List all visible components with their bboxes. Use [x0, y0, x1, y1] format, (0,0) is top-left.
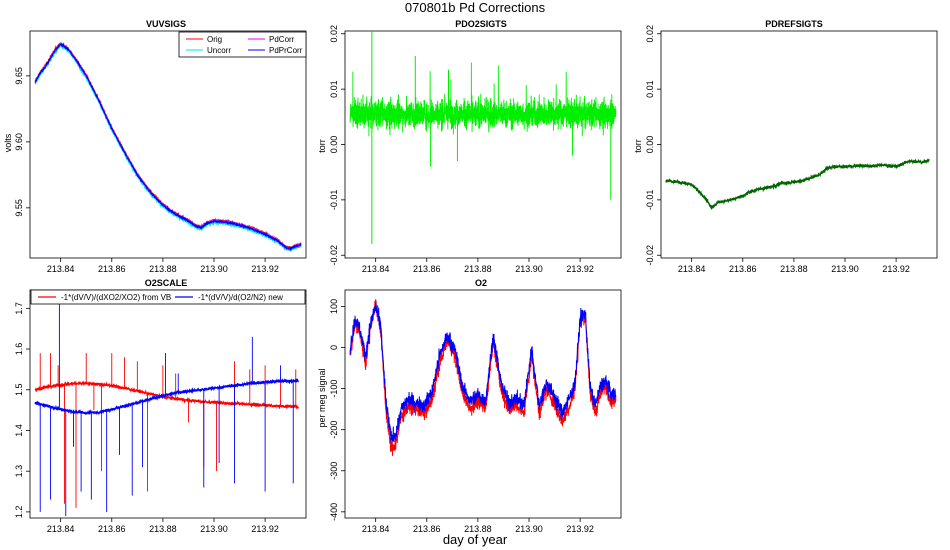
legend-label-pdcorr: PdCorr: [269, 35, 295, 44]
x-tick-label: 213.88: [149, 264, 177, 274]
y-tick-label: 0.01: [329, 80, 339, 98]
panel-title: VUVSIGS: [146, 19, 186, 29]
x-tick-label: 213.88: [464, 524, 492, 534]
series-orig: [349, 298, 617, 456]
panel-o2scale: O2SCALE 213.84 213.86 213.88 213.90 213.92 1.…: [14, 278, 307, 534]
x-tick-label: 213.86: [413, 264, 441, 274]
x-tick-label: 213.88: [464, 264, 492, 274]
legend: Orig Uncorr PdCorr PdPrCorr: [178, 31, 307, 58]
x-tick-label: 213.92: [566, 524, 594, 534]
plot-area: 213.84 213.86 213.88 213.90 213.92 -400 -300 -2…: [329, 289, 622, 534]
y-tick-label: -300: [329, 462, 339, 480]
x-tick-label: 213.92: [882, 264, 910, 274]
x-tick-label: 213.90: [515, 524, 543, 534]
y-tick-label: 0.00: [645, 136, 655, 154]
y-tick-label: -0.01: [645, 190, 655, 211]
y-tick-label: -200: [329, 421, 339, 439]
plot-area: 213.84 213.86 213.88 213.90 213.92 9.55 9.60 9.…: [14, 30, 307, 274]
x-axis-label: day of year: [443, 532, 508, 547]
x-tick-label: 213.84: [362, 264, 390, 274]
x-tick-label: 213.88: [149, 524, 177, 534]
y-tick-label: 0.02: [645, 25, 655, 43]
y-axis-label: per meg signal: [317, 368, 327, 427]
series-vb: [34, 380, 299, 410]
y-tick-label: 1.5: [14, 383, 24, 396]
x-tick-label: 213.90: [200, 524, 228, 534]
series-pdref: [665, 158, 930, 210]
y-tick-label: -100: [329, 380, 339, 398]
x-tick-label: 213.86: [729, 264, 757, 274]
x-tick-label: 213.84: [678, 264, 706, 274]
x-tick-label: 213.90: [515, 264, 543, 274]
y-tick-label: -0.02: [645, 245, 655, 266]
y-axis-label: torr: [317, 139, 327, 153]
series-new: [34, 377, 299, 416]
y-axis-label: volts: [3, 133, 13, 152]
x-tick-label: 213.84: [47, 264, 75, 274]
plot-area: 213.84 213.86 213.88 213.90 213.92 -0.02 -0.01…: [329, 25, 622, 274]
y-tick-label: 100: [329, 299, 339, 314]
legend: -1*(dV/V)/(dXO2/XO2) from VB -1*(dV/V)/d…: [30, 289, 306, 305]
y-tick-label: 0.01: [645, 80, 655, 98]
panel-title: PDREFSIGTS: [765, 19, 823, 29]
y-tick-label: 1.3: [14, 465, 24, 478]
x-tick-label: 213.86: [98, 264, 126, 274]
y-tick-label: 1.2: [14, 506, 24, 519]
x-tick-label: 213.84: [47, 524, 75, 534]
panel-title: PDO2SIGTS: [455, 19, 507, 29]
y-tick-label: -400: [329, 503, 339, 521]
y-tick-label: 9.60: [14, 133, 24, 151]
panel-pdrefsigts: PDREFSIGTS torr 213.84 213.86 213.88 213.90…: [633, 19, 938, 274]
x-tick-label: 213.86: [98, 524, 126, 534]
series-pdprcorr: [349, 302, 617, 443]
x-tick-label: 213.92: [251, 264, 279, 274]
x-tick-label: 213.90: [831, 264, 859, 274]
y-tick-label: 9.65: [14, 67, 24, 85]
plot-frame: [344, 289, 622, 519]
plot-frame: [29, 30, 307, 259]
y-tick-label: 9.55: [14, 199, 24, 217]
legend-box: [30, 289, 306, 305]
panel-pdo2sigts: PDO2SIGTS torr 213.84 213.86 213.88 213.90 2…: [317, 19, 622, 274]
panel-o2: O2 per meg signal 213.84 213.86 213.88 213.…: [317, 278, 622, 534]
y-axis-label: torr: [633, 139, 643, 153]
y-tick-label: -0.02: [329, 245, 339, 266]
y-tick-label: 0.02: [329, 25, 339, 43]
panel-title: O2: [475, 278, 487, 288]
legend-box: [178, 31, 307, 58]
legend-label-uncorr: Uncorr: [207, 46, 231, 55]
figure-title: 070801b Pd Corrections: [405, 0, 546, 15]
y-tick-label: 1.7: [14, 302, 24, 315]
y-tick-label: 1.6: [14, 343, 24, 356]
x-tick-label: 213.84: [362, 524, 390, 534]
x-tick-label: 213.92: [566, 264, 594, 274]
legend-label-vb: -1*(dV/V)/(dXO2/XO2) from VB: [61, 293, 171, 302]
x-tick-label: 213.92: [251, 524, 279, 534]
series-pdo2: [349, 62, 617, 137]
panel-vuvsigs: VUVSIGS volts 213.84 213.86 213.88 213.90 21…: [3, 19, 307, 274]
legend-label-pdprcorr: PdPrCorr: [269, 46, 303, 55]
y-tick-label: 0: [329, 345, 339, 350]
series-pdprcorr: [34, 43, 302, 252]
y-tick-label: 1.4: [14, 424, 24, 437]
y-tick-label: 0.00: [329, 136, 339, 154]
x-tick-label: 213.90: [200, 264, 228, 274]
x-tick-label: 213.88: [780, 264, 808, 274]
y-tick-label: -0.01: [329, 190, 339, 211]
panel-title: O2SCALE: [145, 278, 188, 288]
x-tick-label: 213.86: [413, 524, 441, 534]
legend-label-new: -1*(dV/V)/d(O2/N2) new: [198, 293, 283, 302]
plot-area: 213.84 213.86 213.88 213.90 213.92 -0.02 -0.01…: [645, 25, 938, 274]
legend-label-orig: Orig: [207, 35, 222, 44]
